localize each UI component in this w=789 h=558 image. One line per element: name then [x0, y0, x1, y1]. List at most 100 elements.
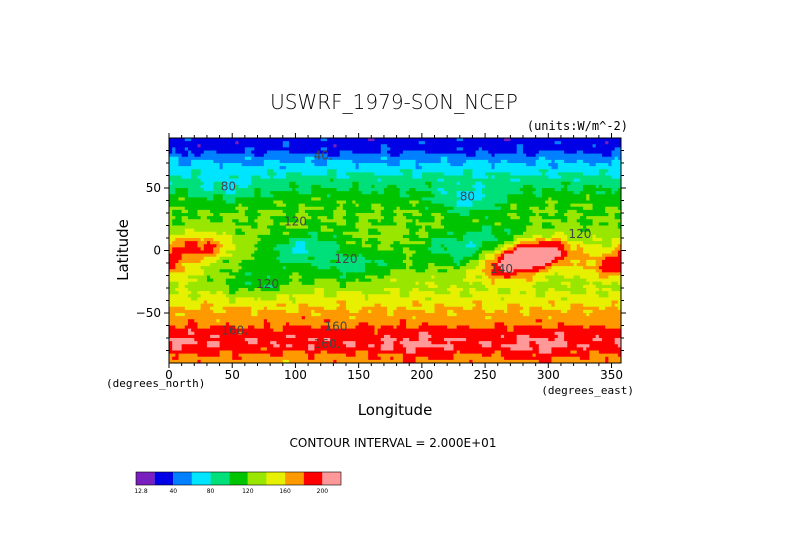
field-cell	[169, 213, 173, 217]
field-cell	[535, 213, 540, 217]
field-cell	[472, 238, 477, 242]
field-cell	[589, 184, 594, 189]
field-cell	[244, 213, 249, 217]
field-cell	[579, 216, 584, 220]
field-cell	[437, 231, 442, 236]
field-cell	[374, 209, 379, 214]
field-cell	[507, 141, 511, 145]
field-cell	[244, 191, 249, 195]
field-cell	[425, 150, 429, 155]
field-cell	[402, 194, 407, 198]
field-cell	[425, 203, 429, 208]
field-cell	[443, 241, 448, 245]
field-cell	[279, 156, 284, 161]
field-cell	[273, 153, 278, 158]
field-cell	[298, 178, 303, 183]
field-cell	[263, 166, 268, 170]
field-cell	[377, 222, 382, 227]
field-cell	[573, 222, 578, 227]
field-cell	[598, 191, 603, 195]
field-cell	[178, 203, 183, 208]
field-cell	[320, 166, 325, 170]
field-cell	[241, 172, 246, 177]
field-cell	[529, 172, 534, 177]
field-cell	[358, 141, 363, 145]
field-cell	[181, 169, 186, 173]
field-cell	[203, 166, 208, 170]
field-cell	[551, 206, 556, 211]
field-cell	[380, 163, 385, 167]
field-cell	[488, 188, 492, 192]
field-cell	[178, 194, 183, 198]
field-cell	[254, 225, 259, 230]
field-cell	[210, 147, 214, 152]
field-cell	[513, 181, 518, 186]
field-cell	[573, 156, 578, 161]
field-cell	[402, 150, 407, 155]
field-cell	[437, 138, 442, 142]
field-cell	[478, 203, 483, 208]
field-cell	[428, 159, 432, 164]
field-cell	[169, 138, 173, 142]
field-cell	[241, 184, 246, 189]
field-cell	[434, 153, 439, 158]
field-cell	[425, 159, 429, 164]
field-cell	[570, 138, 575, 142]
field-cell	[248, 144, 252, 148]
field-cell	[213, 241, 218, 245]
field-cell	[478, 181, 483, 186]
field-cell	[298, 181, 303, 186]
field-cell	[431, 234, 436, 239]
field-cell	[589, 222, 594, 227]
field-cell	[396, 138, 401, 142]
field-cell	[276, 172, 281, 177]
field-cell	[314, 213, 319, 217]
field-cell	[605, 231, 609, 236]
field-cell	[608, 200, 613, 205]
field-cell	[263, 225, 268, 230]
field-cell	[232, 147, 236, 152]
field-cell	[330, 200, 334, 205]
field-cell	[513, 153, 518, 158]
field-cell	[529, 147, 534, 152]
field-cell	[295, 191, 300, 195]
field-cell	[270, 216, 274, 220]
field-cell	[393, 228, 398, 233]
field-cell	[589, 234, 594, 239]
field-cell	[276, 159, 281, 164]
field-cell	[409, 181, 413, 186]
field-cell	[548, 191, 553, 195]
field-cell	[450, 191, 455, 195]
field-cell	[213, 231, 218, 236]
field-cell	[285, 159, 290, 164]
field-cell	[387, 150, 391, 155]
field-cell	[418, 222, 423, 227]
field-cell	[478, 216, 483, 220]
field-cell	[200, 172, 205, 177]
field-cell	[330, 166, 334, 170]
field-cell	[513, 156, 518, 161]
field-cell	[346, 188, 350, 192]
field-cell	[387, 209, 391, 214]
field-cell	[308, 222, 312, 227]
field-cell	[396, 228, 401, 233]
field-cell	[428, 188, 432, 192]
field-cell	[554, 156, 559, 161]
field-cell	[276, 169, 281, 173]
field-cell	[447, 147, 451, 152]
field-cell	[507, 153, 511, 158]
field-cell	[459, 222, 464, 227]
field-cell	[311, 163, 315, 167]
field-cell	[254, 241, 259, 245]
field-cell	[586, 178, 590, 183]
field-cell	[270, 238, 274, 242]
field-cell	[254, 150, 259, 155]
field-cell	[617, 203, 621, 208]
field-cell	[402, 231, 407, 236]
field-cell	[516, 238, 521, 242]
field-cell	[579, 169, 584, 173]
field-cell	[241, 228, 246, 233]
field-cell	[311, 241, 315, 245]
field-cell	[526, 175, 530, 180]
field-cell	[352, 209, 357, 214]
